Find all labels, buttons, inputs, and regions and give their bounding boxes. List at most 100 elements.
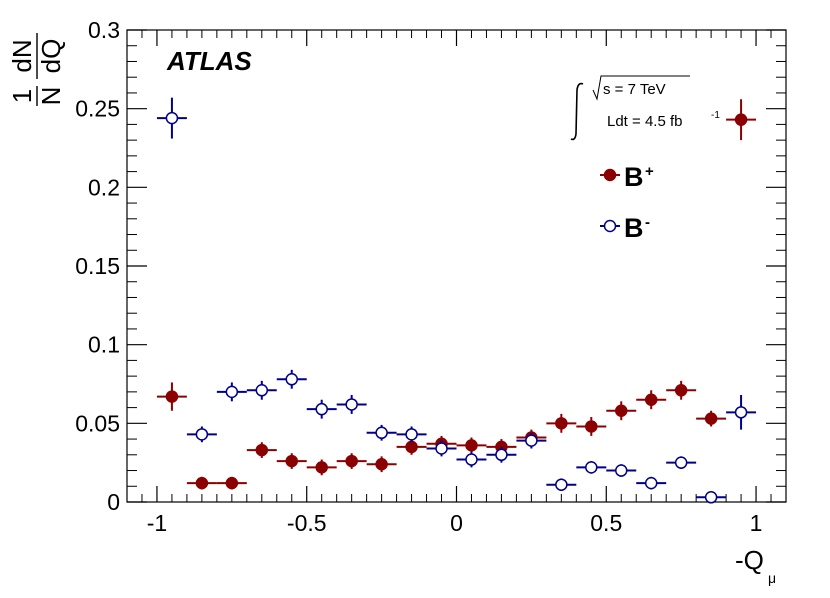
data-point [546, 413, 577, 433]
data-point [366, 424, 397, 441]
data-point [396, 439, 427, 455]
data-point [606, 401, 637, 421]
axis-tick-labels: -1 -0.5 0 0.5 1 0 0.05 0.1 0.15 0.2 0.25 0.3 [75, 17, 762, 536]
data-point [636, 476, 667, 490]
series-b-minus [156, 97, 757, 504]
data-point [306, 459, 337, 476]
point-marker [555, 478, 568, 491]
point-marker [704, 412, 718, 425]
x-tick-label: 0 [450, 510, 463, 536]
data-point [636, 390, 667, 410]
data-point [366, 456, 397, 473]
point-marker [585, 461, 598, 474]
point-marker [465, 453, 478, 466]
y-tick-label: 0.2 [88, 174, 120, 200]
point-marker [465, 439, 478, 452]
x-axis-title-main: -Q [735, 545, 764, 575]
legend-sup-b-minus: - [645, 214, 650, 231]
point-marker [674, 456, 688, 469]
data-point [246, 442, 277, 458]
point-marker [615, 464, 628, 477]
y-title-num-left: 1 [7, 89, 37, 103]
legend-marker-b-plus [603, 168, 617, 182]
data-point [246, 380, 277, 400]
y-tick-label: 0 [107, 489, 120, 515]
data-point [486, 446, 517, 463]
legend-label-b-plus: B [624, 162, 644, 192]
integral-sign-icon [570, 82, 584, 141]
legend-entry-b-minus: B - [600, 213, 650, 243]
point-marker [225, 476, 239, 490]
data-series-layer [156, 97, 757, 504]
point-marker [405, 428, 418, 441]
lumi-exponent: -1 [711, 110, 720, 121]
point-marker [435, 442, 448, 455]
y-tick-label: 0.3 [88, 17, 120, 43]
point-marker [495, 448, 508, 462]
data-point [276, 369, 307, 389]
point-marker [674, 384, 688, 397]
data-point [726, 99, 757, 141]
lumi-annotation: s = 7 TeV Ldt = 4.5 fb -1 [570, 75, 720, 141]
data-point [306, 399, 337, 419]
y-title-den-left: N [36, 87, 66, 106]
point-marker [345, 398, 358, 411]
point-marker [555, 417, 568, 430]
x-tick-label: 1 [750, 510, 763, 536]
data-point [336, 395, 367, 414]
data-point [696, 491, 727, 504]
point-marker [375, 426, 388, 440]
plot-frame [126, 29, 787, 503]
data-point [186, 426, 217, 443]
data-point [186, 476, 217, 490]
data-point [696, 410, 727, 427]
legend-entry-b-plus: B + [600, 162, 654, 192]
point-marker [734, 406, 748, 419]
data-point [336, 453, 367, 469]
y-tick-label: 0.05 [75, 410, 120, 436]
legend-label-b-minus: B [624, 213, 644, 243]
point-marker [644, 476, 658, 490]
data-point [576, 417, 607, 436]
point-marker [285, 454, 298, 468]
data-point [606, 464, 637, 477]
point-marker [345, 454, 358, 468]
sqrt-s-text: s = 7 TeV [603, 81, 666, 98]
x-axis-title: -Q μ [735, 545, 776, 586]
point-marker [585, 420, 598, 433]
point-marker [255, 443, 269, 457]
point-marker [255, 384, 269, 397]
point-marker [165, 111, 179, 125]
point-marker [704, 491, 718, 504]
legend-sup-b-plus: + [645, 163, 654, 180]
point-marker [375, 457, 388, 471]
point-marker [615, 404, 628, 417]
legend: B + B - [600, 162, 654, 243]
y-axis-title: 1 N dN dQ [7, 33, 66, 106]
data-point [426, 440, 457, 457]
data-point [216, 382, 247, 402]
point-marker [195, 428, 209, 441]
data-point [156, 382, 187, 411]
data-point [516, 432, 547, 449]
data-point [456, 451, 487, 468]
data-point [666, 456, 697, 469]
point-marker [644, 393, 658, 406]
x-tick-label: -1 [147, 510, 167, 536]
data-point [396, 426, 427, 443]
point-marker [315, 402, 328, 416]
x-axis-title-sub: μ [768, 570, 776, 586]
y-title-num-right: dN [7, 39, 37, 72]
y-tick-label: 0.25 [75, 96, 120, 122]
axis-ticks [127, 29, 786, 503]
atlas-label: ATLAS [166, 46, 252, 76]
data-point [546, 478, 577, 491]
point-marker [315, 461, 328, 474]
point-marker [225, 385, 239, 399]
point-marker [195, 476, 209, 490]
point-marker [405, 440, 418, 454]
data-point [156, 97, 187, 139]
x-tick-label: -0.5 [287, 510, 327, 536]
data-point [276, 453, 307, 469]
y-tick-label: 0.1 [88, 332, 120, 358]
